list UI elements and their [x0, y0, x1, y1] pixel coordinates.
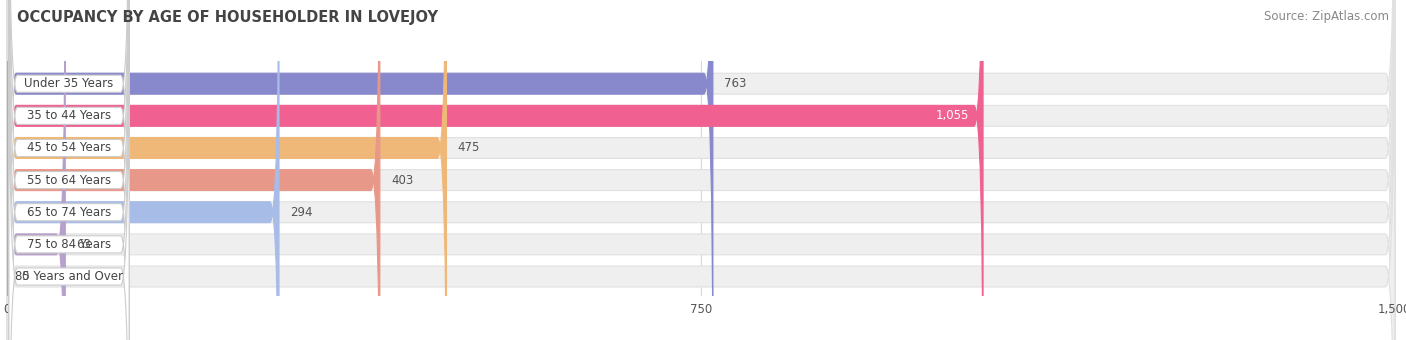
FancyBboxPatch shape [7, 0, 1395, 340]
FancyBboxPatch shape [8, 0, 129, 340]
FancyBboxPatch shape [7, 0, 983, 340]
Text: 294: 294 [290, 206, 312, 219]
Text: 55 to 64 Years: 55 to 64 Years [27, 174, 111, 187]
FancyBboxPatch shape [7, 0, 1395, 340]
Text: 85 Years and Over: 85 Years and Over [15, 270, 122, 283]
Text: Under 35 Years: Under 35 Years [24, 77, 114, 90]
FancyBboxPatch shape [7, 0, 380, 340]
Text: 65 to 74 Years: 65 to 74 Years [27, 206, 111, 219]
FancyBboxPatch shape [8, 0, 129, 340]
FancyBboxPatch shape [7, 0, 1395, 340]
FancyBboxPatch shape [7, 0, 713, 340]
FancyBboxPatch shape [7, 0, 447, 340]
Text: 1,055: 1,055 [936, 109, 969, 122]
FancyBboxPatch shape [7, 0, 1395, 340]
Text: 0: 0 [21, 270, 28, 283]
Text: OCCUPANCY BY AGE OF HOUSEHOLDER IN LOVEJOY: OCCUPANCY BY AGE OF HOUSEHOLDER IN LOVEJ… [17, 10, 437, 25]
Text: 475: 475 [457, 141, 479, 154]
FancyBboxPatch shape [7, 0, 278, 340]
Text: 75 to 84 Years: 75 to 84 Years [27, 238, 111, 251]
FancyBboxPatch shape [8, 0, 129, 340]
FancyBboxPatch shape [7, 0, 65, 340]
FancyBboxPatch shape [8, 0, 129, 340]
FancyBboxPatch shape [8, 0, 129, 340]
FancyBboxPatch shape [8, 0, 129, 340]
Text: 63: 63 [76, 238, 91, 251]
Text: 45 to 54 Years: 45 to 54 Years [27, 141, 111, 154]
Text: 35 to 44 Years: 35 to 44 Years [27, 109, 111, 122]
Text: 403: 403 [391, 174, 413, 187]
FancyBboxPatch shape [7, 0, 1395, 340]
FancyBboxPatch shape [8, 0, 129, 340]
Text: Source: ZipAtlas.com: Source: ZipAtlas.com [1264, 10, 1389, 23]
Text: 763: 763 [724, 77, 747, 90]
FancyBboxPatch shape [7, 0, 1395, 340]
FancyBboxPatch shape [7, 0, 1395, 340]
